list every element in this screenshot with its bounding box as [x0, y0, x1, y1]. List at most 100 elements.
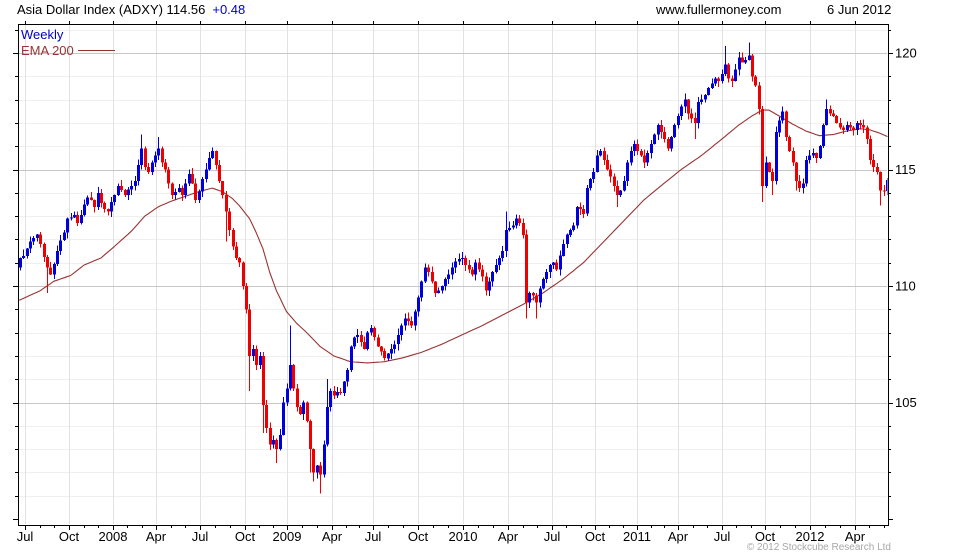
candle-body-up: [781, 111, 784, 121]
candle-body-down: [269, 428, 272, 445]
x-axis-label: Apr: [668, 529, 689, 544]
candle-body-up: [559, 255, 562, 270]
candle-body-up: [542, 279, 545, 289]
candle-body-up: [441, 286, 444, 291]
candle-body-down: [49, 267, 52, 275]
candle-body-up: [495, 265, 498, 272]
candle-body-up: [673, 125, 676, 137]
candle-body-down: [296, 388, 299, 408]
candle-body-down: [90, 197, 93, 200]
copyright-label: © 2012 Stockcube Research Ltd: [746, 542, 891, 553]
candle-body-up: [650, 143, 653, 154]
candle-body-down: [100, 192, 103, 203]
candle-body-up: [498, 258, 501, 265]
candle-body-up: [825, 108, 828, 126]
candle-body-up: [323, 444, 326, 475]
candle-body-up: [707, 88, 710, 95]
candle-body-up: [130, 185, 133, 190]
candle-body-up: [366, 332, 369, 349]
candle-body-down: [754, 76, 757, 86]
x-axis-label: Jul: [17, 529, 34, 544]
candle-body-up: [657, 125, 660, 135]
candle-body-down: [360, 334, 363, 342]
candle-body-up: [738, 57, 741, 70]
candle-body-down: [161, 148, 164, 163]
candle-body-down: [377, 337, 380, 347]
x-axis-label: Oct: [585, 529, 606, 544]
candle-body-down: [535, 295, 538, 303]
x-axis-label: 2009: [273, 529, 302, 544]
candle-body-down: [798, 181, 801, 189]
candle-body-down: [741, 57, 744, 63]
grid-major: [19, 53, 887, 404]
candle-body-up: [437, 290, 440, 293]
candle-body-down: [727, 64, 730, 79]
axis-ticks: [13, 21, 893, 530]
candle-body-down: [235, 246, 238, 259]
candles-layer: [19, 42, 888, 494]
candle-body-up: [390, 348, 393, 354]
candle-body-down: [380, 346, 383, 352]
candle-body-down: [93, 200, 96, 207]
candle-body-down: [262, 355, 265, 405]
candle-body-down: [694, 118, 697, 123]
candle-body-down: [191, 174, 194, 184]
candle-body-up: [461, 258, 464, 260]
candle-body-up: [289, 365, 292, 389]
candle-body-down: [640, 150, 643, 156]
candle-body-down: [147, 167, 150, 172]
candle-body-up: [512, 225, 515, 228]
candle-body-down: [690, 113, 693, 119]
candle-body-down: [221, 181, 224, 196]
candle-body-down: [225, 195, 228, 212]
candle-body-down: [215, 150, 218, 165]
candle-body-up: [775, 132, 778, 182]
grid-vertical: [25, 25, 856, 524]
candle-body-down: [616, 185, 619, 196]
candle-body-down: [815, 153, 818, 158]
candle-body-down: [869, 139, 872, 161]
candle-body-up: [684, 99, 687, 107]
candle-body-up: [397, 334, 400, 345]
candle-body-up: [110, 201, 113, 212]
x-axis-label: Oct: [59, 529, 80, 544]
candle-body-down: [579, 206, 582, 210]
candle-body-up: [458, 259, 461, 262]
candle-body-up: [623, 181, 626, 191]
axis-labels: Jul Oct 2008 Apr Jul Oct 2009 Apr Jul Oct 2010 Apr J…: [17, 46, 917, 545]
candle-body-up: [117, 185, 120, 196]
legend-ema-label: EMA 200: [21, 43, 74, 58]
date-label: 6 Jun 2012: [827, 2, 892, 17]
candle-body-down: [788, 136, 791, 151]
x-axis-label: Oct: [755, 529, 776, 544]
candle-body-up: [474, 262, 477, 275]
candle-body-up: [188, 174, 191, 184]
candle-body-down: [299, 407, 302, 415]
candle-body-down: [373, 327, 376, 338]
candle-body-down: [522, 223, 525, 235]
candle-body-down: [852, 127, 855, 130]
candle-body-down: [265, 404, 268, 429]
candle-body-up: [451, 267, 454, 275]
candle-body-up: [630, 150, 633, 163]
x-axis-label: 2012: [796, 529, 825, 544]
candle-body-down: [636, 143, 639, 151]
candle-body-up: [157, 148, 160, 156]
candle-body-up: [447, 274, 450, 280]
candle-body-down: [687, 99, 690, 114]
candle-body-down: [606, 160, 609, 170]
candle-body-down: [103, 202, 106, 210]
candle-body-down: [181, 188, 184, 196]
candle-body-up: [414, 311, 417, 326]
candle-body-down: [849, 125, 852, 128]
candle-body-up: [501, 251, 504, 259]
candle-body-up: [680, 106, 683, 116]
candle-body-down: [613, 176, 616, 186]
candle-body-up: [404, 318, 407, 326]
candle-body-up: [282, 402, 285, 436]
candle-body-down: [339, 391, 342, 394]
candle-body-up: [134, 181, 137, 186]
candle-body-up: [86, 197, 89, 205]
candle-body-up: [343, 381, 346, 394]
candle-body-down: [144, 148, 147, 168]
